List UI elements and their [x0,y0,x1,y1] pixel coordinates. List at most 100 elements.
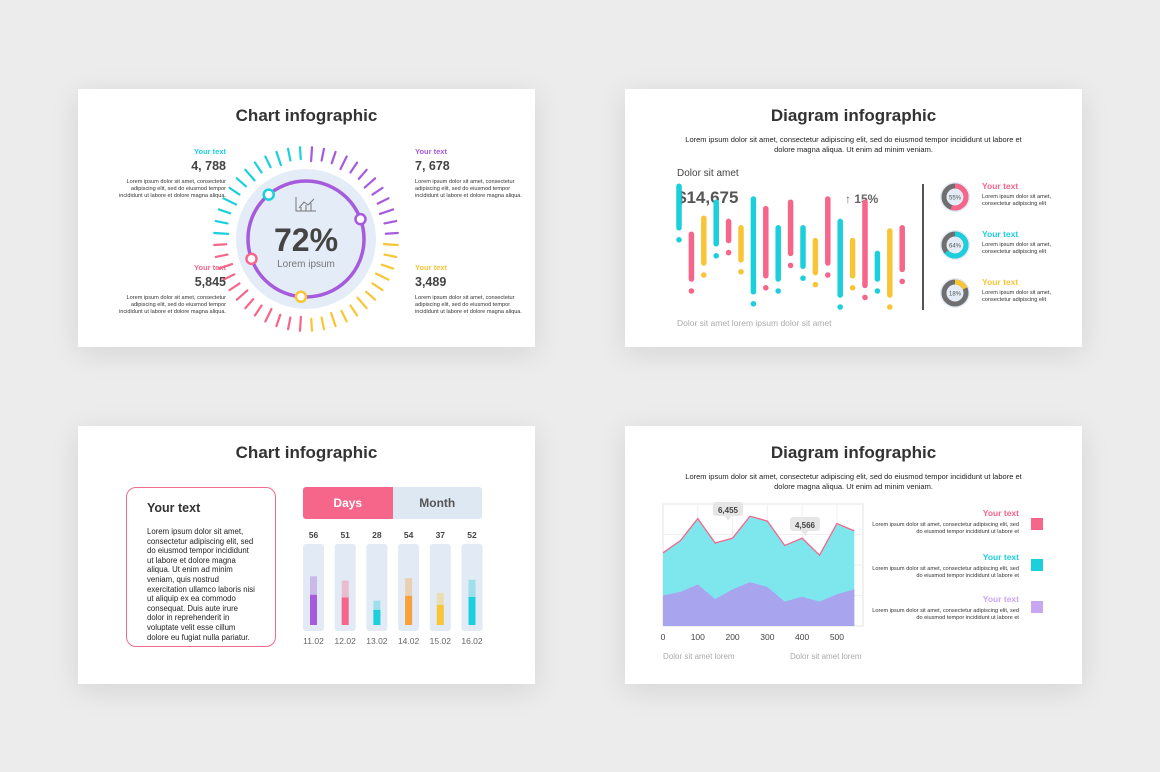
pill-dot [725,249,732,256]
item-text: Lorem ipsum dolor sit amet, consectetur … [982,194,1052,207]
bar-value: 28 [372,530,382,540]
callout-value: 6,455 [718,506,739,515]
area-chart: 0 100 200 300 400 500 6,455 4,566 [661,502,864,642]
x-tick-label: 400 [795,632,809,642]
legend-swatch [1031,601,1043,613]
stat-value: 3,489 [415,275,447,289]
bar-track [366,544,388,631]
bar-category: 15.02 [430,636,452,646]
bar-value: 54 [404,530,414,540]
callout-pointer [802,531,808,536]
stat-text: Lorem ipsum dolor sit amet, consectetur … [415,295,522,315]
pill-dot [837,304,843,310]
pill-dot [738,269,744,275]
gauge-tick [253,161,263,174]
stat-value: 7, 678 [415,159,450,173]
item-label: Your text [982,552,1019,562]
gauge-tick [235,289,249,301]
gauge-tick [349,304,359,317]
gauge-marker [262,188,275,201]
bar-value: 52 [467,530,477,540]
slide-title: Chart infographic [235,443,378,462]
item-text: Lorem ipsum dolor sit amet, consectetur … [982,290,1052,303]
footer-left: Dolor sit amet lorem [663,652,735,661]
gauge-tick [228,282,241,292]
bar-track [398,544,420,631]
item-text: Lorem ipsum dolor sit amet, consectetur … [872,608,1019,621]
big-value: $14,675 [677,188,739,207]
gauge-tick [378,208,395,216]
slide-title: Diagram infographic [770,443,937,462]
bar-value: 37 [436,530,446,540]
pill-dot [763,285,769,291]
gauge-tick [217,208,232,215]
pill-dot [825,272,831,278]
donut-progress [941,183,969,211]
radial-chart: 72%Lorem ipsum [213,146,399,332]
stat-text: Lorem ipsum dolor sit amet, consectetur … [415,179,522,199]
item-label: Your text [982,594,1019,604]
gauge-background [236,169,376,309]
gauge-tick [213,231,230,235]
gauge-tick [330,150,337,165]
stat-value: 5,845 [194,275,226,289]
stat-block-top-right: Your text 7, 678 Lorem ipsum dolor sit a… [415,147,525,200]
gauge-tick [222,197,238,206]
legend-swatch [1031,518,1043,530]
gauge-tick [286,316,292,331]
stat-label: Your text [194,147,226,156]
pill-dot [800,275,806,281]
gauge-tick [264,155,272,169]
chart-icon [295,197,316,212]
slide-chart-infographic-2: Chart infographic Your text Lorem ipsum … [78,426,535,684]
legend-item: Your text Lorem ipsum dolor sit amet, co… [982,181,1072,208]
x-tick-label: 300 [760,632,774,642]
gauge-tick [363,177,377,189]
legend-item: Your text Lorem ipsum dolor sit amet, co… [982,277,1072,304]
pill-dot [750,301,757,307]
card-title: Your text [147,501,201,515]
area-outline-pink [662,515,855,557]
gauge-tick [357,168,368,180]
bar-track [461,544,483,631]
slide-title: Diagram infographic [770,106,937,125]
stat-label: Your text [194,263,226,272]
bar-category: 14.02 [398,636,420,646]
pill-dot [713,253,719,259]
item-text: Lorem ipsum dolor sit amet, consectetur … [982,242,1052,255]
gauge-tick [383,253,398,259]
pill-dot [874,288,881,294]
gauge-tick [374,272,390,281]
legend-item: Your text Lorem ipsum dolor sit amet, co… [869,552,1019,580]
area-series-purple [663,582,855,626]
slide-title: Chart infographic [235,106,378,125]
slide-description: Lorem ipsum dolor sit amet, consectetur … [685,472,1022,491]
footer-text: Dolor sit amet lorem ipsum dolor sit ame… [677,318,832,328]
gauge-tick [235,177,247,188]
gauge-tick [264,307,273,323]
x-tick-label: 500 [830,632,844,642]
stat-block-bottom-right: Your text 3,489 Lorem ipsum dolor sit am… [415,263,525,316]
stat-label: Your text [415,263,447,272]
pill-dot [676,237,682,243]
center-value: 72% [274,222,338,258]
gauge-marker [245,252,258,266]
center-label: Lorem ipsum [277,259,335,270]
gauge-tick [384,231,399,235]
gauge-tick [340,309,348,323]
tab-days[interactable]: Days [303,487,393,519]
tab-month[interactable]: Month [392,487,482,519]
gauge-tick [214,219,229,225]
gauge-tick [339,155,348,171]
gauge-tick [383,219,398,225]
donut-progress [941,279,969,307]
item-label: Your text [982,229,1019,239]
gauge-tick [286,147,292,162]
gauge-tick [244,298,255,310]
bar-fill [436,605,444,625]
callout-pointer [725,516,731,521]
legend-item: Your text Lorem ipsum dolor sit amet, co… [869,594,1019,622]
gauge-tick [244,168,256,182]
pill-dot [849,285,856,291]
x-tick-label: 200 [725,632,739,642]
